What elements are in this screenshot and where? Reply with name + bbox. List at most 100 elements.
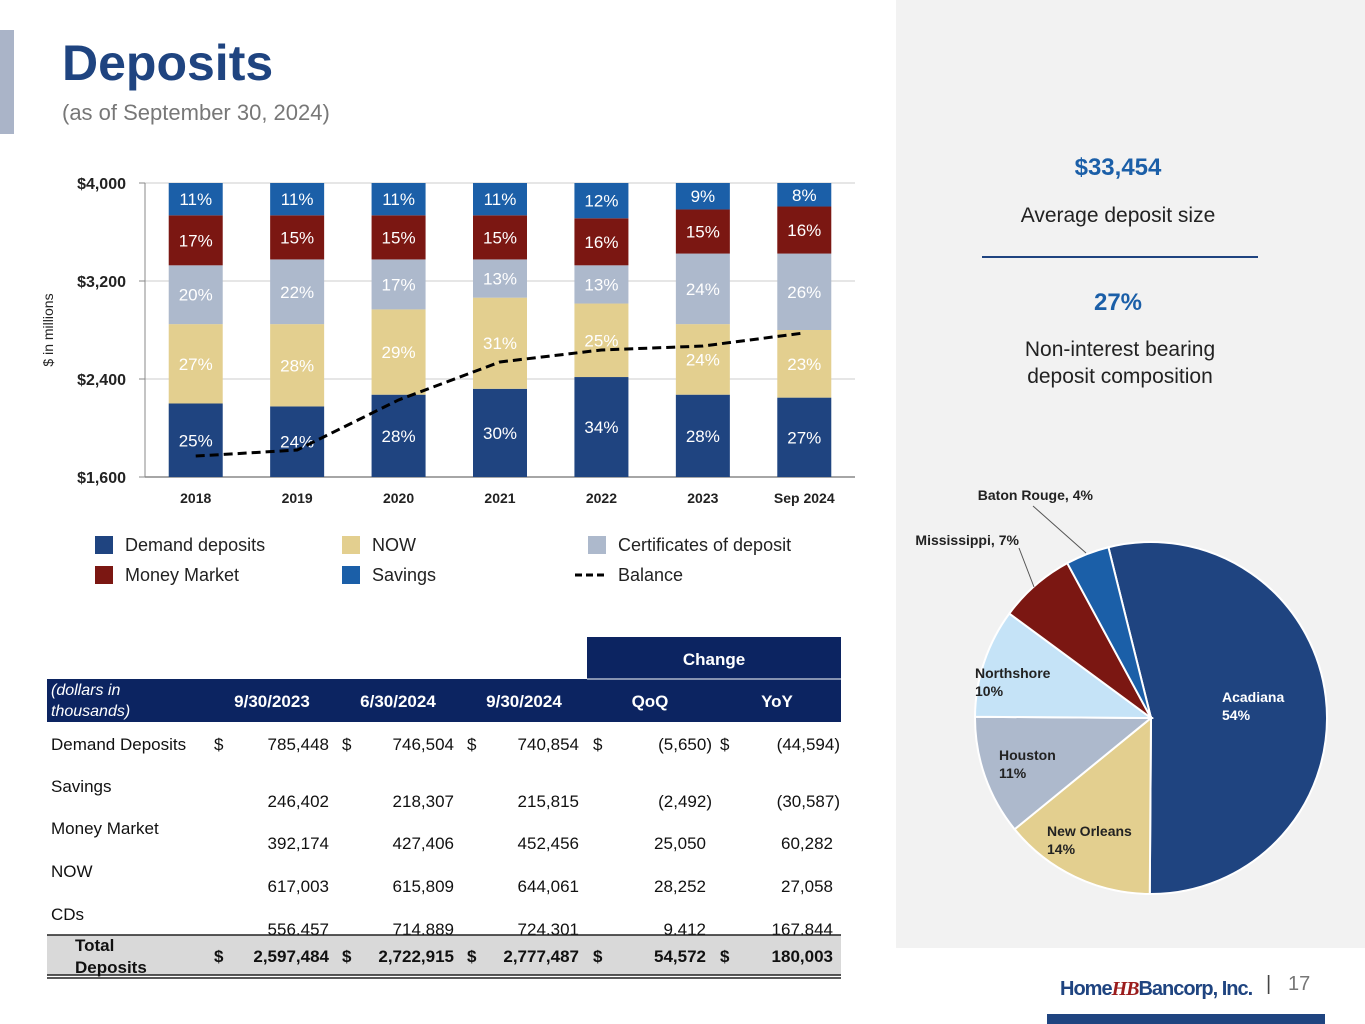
bar-segment [777,206,832,254]
title: Deposits [62,35,273,91]
row-label: Savings [51,777,111,796]
legend-label: Balance [618,565,683,585]
bar-segment [473,215,527,260]
bar-label: 13% [584,275,618,294]
currency-symbol: $ [720,735,730,754]
row-label: Total Deposits [75,936,147,977]
accent-bar [0,30,14,134]
bar-segment [270,406,325,477]
bar-label: 15% [686,223,720,242]
bar-segment [371,183,426,216]
currency-symbol: $ [342,947,352,966]
currency-symbol: $ [467,947,477,966]
bar-label: 28% [382,427,416,446]
legend-swatch [342,536,360,554]
pie-label: Houston [999,747,1056,763]
stat-value: $33,454 [1075,154,1162,181]
group-header-bg [587,637,841,679]
bar-segment [371,259,426,310]
x-tick-label: 2020 [383,490,414,506]
row-label: Money Market [51,819,159,838]
bar-segment [675,324,730,395]
legend-swatch [588,536,606,554]
table-cell: 2,597,484 [253,947,329,966]
bar-segment [675,209,730,254]
legend-swatch [342,566,360,584]
column-header: 6/30/2024 [360,692,436,711]
bar-label: 17% [179,231,213,250]
bar-segment [675,394,730,477]
bar-segment [777,183,832,207]
legend-label: Money Market [125,565,239,585]
bar-label: 31% [483,334,517,353]
pie-label: Northshore [975,665,1051,681]
currency-symbol: $ [467,735,477,754]
group-header: Change [683,650,745,669]
logo-right: Bancorp, Inc. [1138,978,1252,1000]
pie-slice [973,612,1155,720]
pie-label: Acadiana [1222,689,1284,705]
x-tick-label: 2021 [484,490,515,506]
bar-label: 11% [382,190,415,209]
pie-value-label: 11% [999,765,1027,781]
bar-label: 24% [280,433,314,452]
bar-segment [777,330,832,398]
row-label: CDs [51,905,84,924]
bar-label: 17% [382,275,416,294]
bar-label: 28% [280,356,314,375]
bar-segment [270,259,325,325]
currency-symbol: $ [342,735,352,754]
bar-label: 25% [584,331,618,350]
page-number: 17 [1288,973,1310,995]
table-cell: 25,050 [654,834,706,853]
table-cell: 54,572 [654,947,706,966]
bar-label: 34% [584,418,618,437]
stat-value: 27% [1094,289,1142,316]
bar-segment [473,259,527,298]
bar-segment [777,253,832,330]
x-tick-label: 2023 [687,490,718,506]
currency-symbol: $ [214,735,224,754]
pie-value-label: 14% [1047,841,1076,857]
table-cell: 785,448 [268,735,329,754]
table-cell: 180,003 [772,947,833,966]
total-row-bg [47,935,841,975]
bar-label: 15% [280,228,314,247]
pie-slice [1107,541,1328,895]
table-cell: 27,058 [781,877,833,896]
bar-label: 24% [686,280,720,299]
column-header: 9/30/2023 [234,692,310,711]
logo-mark: HB [1111,978,1140,1000]
bar-segment [473,388,527,477]
x-tick-label: 2022 [586,490,617,506]
bar-segment [574,377,629,477]
bar-label: 11% [281,190,314,209]
bar-segment [168,324,223,404]
bar-label: 16% [787,221,821,240]
table-cell: 60,282 [781,834,833,853]
bar-segment [473,297,527,389]
table-cell: 2,722,915 [378,947,454,966]
table-cell: 28,252 [654,877,706,896]
bar-segment [574,183,629,219]
logo-left: Home [1060,978,1112,1000]
bar-segment [574,303,629,378]
bar-segment [371,394,426,477]
bar-label: 28% [686,427,720,446]
table-cell: (2,492) [658,792,712,811]
x-tick-label: Sep 2024 [774,490,835,506]
bar-segment [270,324,325,407]
bar-label: 20% [179,286,213,305]
bar-label: 29% [382,343,416,362]
currency-symbol: $ [720,947,730,966]
currency-symbol: $ [214,947,224,966]
table-cell: 644,061 [518,877,579,896]
bar-segment [675,253,730,325]
bar-segment [270,183,325,216]
table-cell: 2,777,487 [503,947,579,966]
balance-line [195,331,805,458]
bar-label: 16% [584,233,618,252]
legend-label: Certificates of deposit [618,535,791,555]
bar-label: 24% [686,350,720,369]
